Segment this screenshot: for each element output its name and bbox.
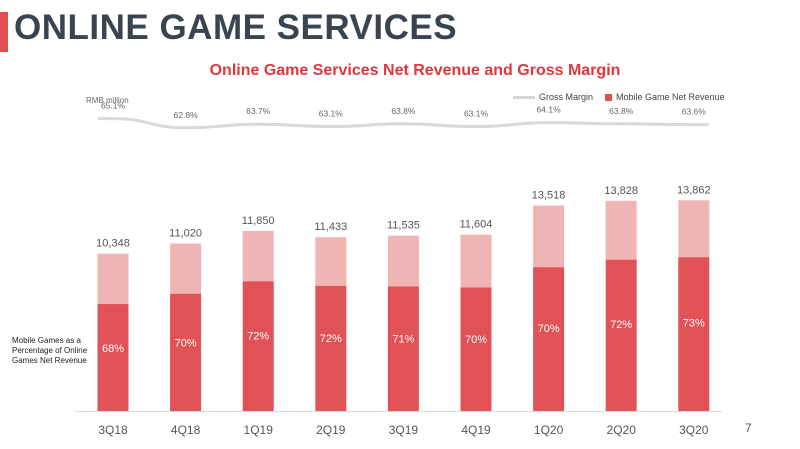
mobile-share-label: 70%	[538, 323, 560, 335]
x-tick-label: 4Q18	[171, 423, 201, 437]
bar-mobile-segment	[678, 257, 710, 411]
total-label: 11,433	[314, 221, 347, 233]
total-label: 11,535	[387, 220, 420, 232]
page-title: ONLINE GAME SERVICES	[14, 8, 458, 47]
total-label: 11,020	[169, 227, 202, 239]
gross-margin-label: 63.7%	[246, 106, 271, 116]
gross-margin-label: 63.8%	[391, 106, 416, 116]
mobile-share-label: 73%	[683, 317, 705, 329]
mobile-share-label: 71%	[392, 334, 414, 346]
unit-label: RMB million	[86, 96, 129, 105]
chart-title: Online Game Services Net Revenue and Gro…	[209, 62, 621, 79]
chart-legend: Gross Margin Mobile Game Net Revenue	[513, 92, 737, 102]
x-tick-label: 1Q19	[244, 423, 274, 437]
total-label: 13,518	[532, 190, 566, 202]
bar-other-segment	[460, 234, 492, 288]
bar-other-segment	[605, 200, 637, 260]
page-number: 7	[745, 421, 752, 435]
bar-mobile-segment	[605, 259, 637, 411]
total-label: 11,850	[242, 215, 275, 227]
title-accent-bar	[0, 12, 8, 52]
gross-margin-label: 63.1%	[464, 109, 489, 119]
mobile-share-label: 72%	[320, 333, 342, 345]
total-label: 10,348	[96, 238, 130, 250]
mobile-share-label: 70%	[465, 334, 487, 346]
bar-other-segment	[97, 253, 129, 305]
x-tick-label: 4Q19	[461, 423, 491, 437]
x-tick-label: 3Q19	[389, 423, 419, 437]
gross-margin-label: 63.1%	[319, 109, 344, 119]
bar-other-segment	[533, 205, 565, 268]
bar-other-segment	[242, 230, 274, 282]
mobile-share-label: 70%	[175, 338, 197, 350]
bar-other-segment	[387, 235, 419, 287]
total-label: 13,828	[604, 185, 638, 197]
bar-mobile-segment	[170, 293, 202, 411]
bar-mobile-segment	[460, 287, 492, 411]
x-tick-label: 2Q20	[607, 423, 637, 437]
legend-item-gross-margin: Gross Margin	[513, 92, 593, 102]
legend-square-swatch	[605, 93, 613, 101]
bar-mobile-segment	[387, 286, 419, 411]
bar-mobile-segment	[97, 304, 129, 411]
side-note: Mobile Games as a Percentage of Online G…	[12, 336, 88, 365]
gross-margin-label: 65.1%	[101, 101, 126, 111]
bar-other-segment	[170, 243, 202, 294]
total-label: 13,862	[677, 184, 711, 196]
gross-margin-label: 62.8%	[174, 110, 199, 120]
mobile-share-label: 72%	[247, 331, 269, 343]
legend-label-mobile-revenue: Mobile Game Net Revenue	[616, 92, 725, 102]
bar-other-segment	[678, 200, 710, 258]
x-tick-label: 3Q18	[98, 423, 128, 437]
mobile-share-label: 72%	[610, 319, 632, 331]
bar-mobile-segment	[533, 267, 565, 411]
gross-margin-label: 63.8%	[609, 106, 634, 116]
bar-mobile-segment	[242, 281, 274, 411]
total-label: 11,604	[460, 219, 493, 231]
x-tick-label: 3Q20	[679, 423, 709, 437]
bar-other-segment	[315, 237, 347, 286]
legend-line-swatch	[513, 95, 535, 99]
gross-margin-label: 63.6%	[682, 107, 707, 117]
legend-item-mobile-revenue: Mobile Game Net Revenue	[605, 92, 725, 102]
x-tick-label: 2Q19	[316, 423, 346, 437]
gross-margin-line	[98, 117, 709, 130]
x-tick-label: 1Q20	[534, 423, 564, 437]
gross-margin-label: 64.1%	[537, 105, 562, 115]
legend-label-gross-margin: Gross Margin	[539, 92, 594, 102]
mobile-share-label: 68%	[102, 343, 124, 355]
bar-mobile-segment	[315, 285, 347, 411]
